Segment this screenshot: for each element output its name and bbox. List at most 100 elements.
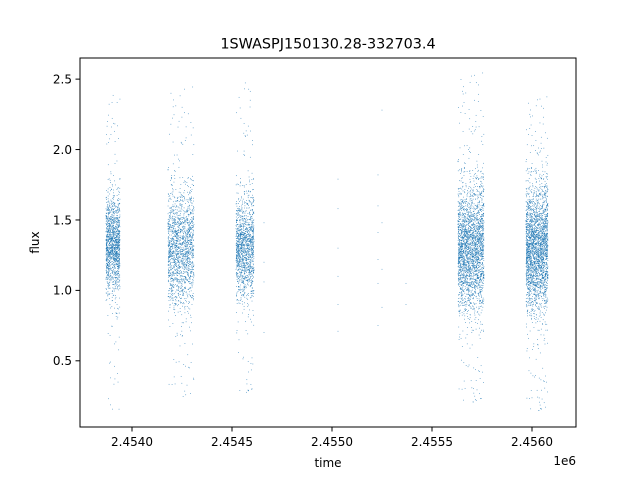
data-point <box>113 208 115 209</box>
data-point <box>173 240 175 241</box>
data-point <box>116 273 118 274</box>
data-point <box>168 260 170 262</box>
data-point <box>113 249 114 251</box>
data-point <box>190 261 191 262</box>
data-point <box>245 274 247 276</box>
data-point <box>192 239 194 241</box>
data-point <box>183 276 185 277</box>
data-point <box>251 236 253 237</box>
data-point <box>249 184 251 185</box>
data-point <box>171 239 173 241</box>
data-point <box>113 228 115 230</box>
data-point <box>185 253 187 255</box>
data-point <box>235 273 237 275</box>
data-point <box>116 209 118 211</box>
data-point <box>110 199 112 201</box>
data-point <box>171 226 173 228</box>
data-point <box>236 192 238 194</box>
data-point <box>249 271 250 273</box>
data-point <box>476 312 478 313</box>
data-point <box>471 274 472 276</box>
data-point <box>250 209 252 211</box>
data-point <box>118 230 120 232</box>
data-point <box>177 279 179 280</box>
data-point <box>106 249 107 251</box>
data-point <box>109 245 111 247</box>
data-point <box>173 228 174 230</box>
data-point <box>173 376 175 378</box>
data-point <box>180 266 182 267</box>
data-point <box>107 195 109 197</box>
chart-title: 1SWASPJ150130.28-332703.4 <box>220 37 435 53</box>
data-point <box>175 236 176 238</box>
data-point <box>107 286 109 288</box>
data-point <box>236 230 238 232</box>
data-point <box>238 239 240 241</box>
data-point <box>168 267 170 269</box>
data-point <box>470 251 471 253</box>
data-point <box>249 254 250 256</box>
data-point <box>237 192 239 194</box>
data-point <box>183 214 185 216</box>
data-point <box>252 275 253 277</box>
data-point <box>176 232 178 234</box>
data-point <box>188 253 189 255</box>
data-point <box>113 265 115 267</box>
data-point <box>112 278 114 280</box>
data-point <box>239 252 240 254</box>
data-point <box>178 166 180 168</box>
data-point <box>242 247 243 249</box>
data-point <box>118 238 120 240</box>
data-point <box>243 289 245 290</box>
data-point <box>467 281 468 283</box>
data-point <box>238 217 239 218</box>
data-point <box>238 276 240 278</box>
data-point <box>116 251 117 252</box>
data-point <box>118 257 119 258</box>
data-point <box>243 154 245 155</box>
data-point <box>236 220 237 222</box>
data-point <box>112 294 114 296</box>
data-point <box>238 302 240 304</box>
data-point <box>106 238 108 240</box>
data-point <box>482 207 484 209</box>
data-point <box>111 251 113 253</box>
data-point <box>243 281 244 283</box>
data-point <box>187 238 188 240</box>
data-point <box>244 82 246 84</box>
data-point <box>191 283 192 285</box>
data-point <box>237 253 239 255</box>
data-point <box>106 241 108 242</box>
data-point <box>236 330 238 331</box>
data-point <box>240 219 242 221</box>
data-point <box>184 287 185 289</box>
data-point <box>106 242 108 243</box>
data-point <box>237 275 239 277</box>
data-point <box>190 252 192 254</box>
data-point <box>251 270 252 272</box>
data-point <box>119 178 121 180</box>
data-point <box>240 233 242 235</box>
data-point <box>247 207 249 209</box>
data-point <box>237 230 239 232</box>
data-point <box>105 240 107 241</box>
data-point <box>237 244 238 246</box>
data-point <box>112 254 114 255</box>
data-point <box>189 260 190 262</box>
data-point <box>249 272 250 273</box>
data-point <box>250 248 252 250</box>
data-point <box>479 233 481 235</box>
data-point <box>114 253 116 255</box>
data-point <box>244 234 245 236</box>
data-point <box>116 263 118 265</box>
data-point <box>177 206 179 208</box>
data-point <box>240 232 241 234</box>
data-point <box>113 257 115 259</box>
data-point <box>244 278 245 280</box>
data-point <box>244 193 245 194</box>
data-point <box>193 180 194 182</box>
data-point <box>176 332 178 334</box>
data-point <box>251 280 253 281</box>
data-point <box>181 282 182 284</box>
data-point <box>118 198 119 199</box>
